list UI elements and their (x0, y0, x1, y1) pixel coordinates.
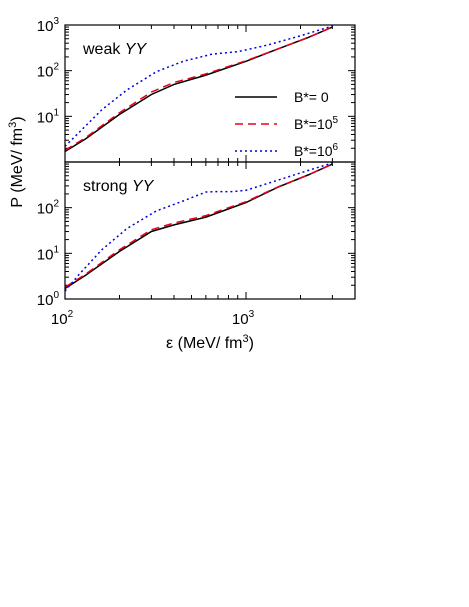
y-tick-label: 102 (37, 62, 60, 81)
panel-ticks (64, 162, 356, 300)
series-group (64, 162, 333, 292)
legend-entry-1: B*= 0 (294, 89, 329, 105)
panel-ticks (64, 25, 356, 163)
panel-label: strong YY (83, 178, 155, 195)
y-tick-label: 100 (37, 290, 60, 309)
panel-label: weak YY (82, 41, 147, 58)
y-tick-label: 103 (37, 16, 60, 35)
y-tick-label: 101 (37, 107, 60, 126)
y-tick-label: 102 (37, 199, 60, 218)
plot-panels: weak YY 101 102 103 B*= 0 B*=105 B*=106 strong … (37, 16, 356, 328)
series-group (64, 25, 333, 153)
x-tick-label: 103 (232, 309, 255, 328)
panel-frame (64, 161, 356, 300)
axis-labels: P (MeV/ fm3) ε (MeV/ fm3) (7, 116, 254, 352)
x-tick-label: 102 (51, 309, 74, 328)
panel-weak: weak YY 101 102 103 B*= 0 B*=105 B*=106 (37, 16, 356, 163)
legend-entry-3: B*=106 (294, 142, 339, 159)
series-line-3 (64, 162, 333, 292)
y-tick-label: 101 (37, 244, 60, 263)
series-line-3 (64, 25, 333, 147)
legend: B*= 0 B*=105 B*=106 (235, 89, 339, 159)
y-axis-title: P (MeV/ fm3) (7, 116, 26, 207)
x-axis-title: ε (MeV/ fm3) (166, 333, 254, 352)
legend-entry-2: B*=105 (294, 115, 339, 132)
panel-strong: strong YY 100 101 102 (37, 161, 356, 309)
series-line-2 (64, 163, 333, 288)
series-line-2 (64, 26, 333, 151)
